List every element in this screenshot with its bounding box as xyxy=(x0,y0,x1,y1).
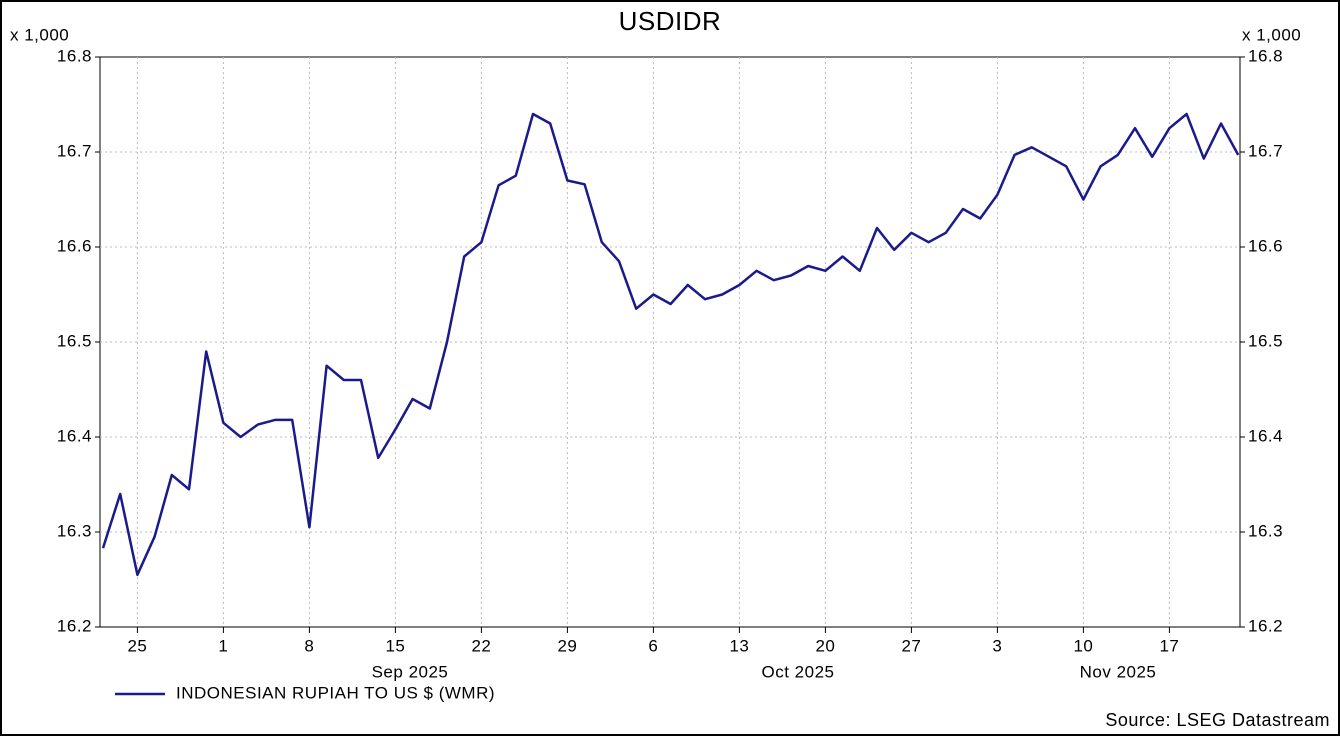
x-tick-label: 25 xyxy=(127,636,147,655)
y-tick-label-right: 16.4 xyxy=(1248,426,1283,445)
y-tick-label-right: 16.6 xyxy=(1248,236,1283,255)
x-tick-label: 13 xyxy=(729,636,749,655)
x-tick-label: 27 xyxy=(901,636,921,655)
y-tick-label: 16.2 xyxy=(57,616,92,635)
x-tick-label: 8 xyxy=(304,636,314,655)
x-tick-label: 17 xyxy=(1159,636,1179,655)
y-tick-label: 16.4 xyxy=(57,426,92,445)
month-label: Sep 2025 xyxy=(372,662,449,681)
x-tick-label: 6 xyxy=(648,636,658,655)
y-tick-label-right: 16.5 xyxy=(1248,331,1283,350)
chart-title: USDIDR xyxy=(619,6,722,36)
y-tick-label: 16.7 xyxy=(57,141,92,160)
y-tick-label-right: 16.2 xyxy=(1248,616,1283,635)
x-tick-label: 29 xyxy=(557,636,577,655)
y-tick-label-right: 16.8 xyxy=(1248,46,1283,65)
x-tick-label: 22 xyxy=(471,636,491,655)
y-unit-left: x 1,000 xyxy=(10,25,69,44)
y-tick-label: 16.3 xyxy=(57,521,92,540)
x-tick-label: 15 xyxy=(385,636,405,655)
month-label: Oct 2025 xyxy=(762,662,835,681)
x-tick-label: 3 xyxy=(992,636,1002,655)
x-tick-label: 10 xyxy=(1073,636,1093,655)
series-line xyxy=(101,112,1240,577)
y-tick-label-right: 16.7 xyxy=(1248,141,1283,160)
x-tick-label: 1 xyxy=(218,636,228,655)
legend-label: INDONESIAN RUPIAH TO US $ (WMR) xyxy=(176,683,495,702)
y-tick-label-right: 16.3 xyxy=(1248,521,1283,540)
x-tick-label: 20 xyxy=(815,636,835,655)
source: Source: LSEG Datastream xyxy=(1105,710,1330,730)
month-label: Nov 2025 xyxy=(1080,662,1157,681)
y-unit-right: x 1,000 xyxy=(1242,25,1301,44)
y-tick-label: 16.5 xyxy=(57,331,92,350)
y-tick-label: 16.8 xyxy=(57,46,92,65)
y-tick-label: 16.6 xyxy=(57,236,92,255)
